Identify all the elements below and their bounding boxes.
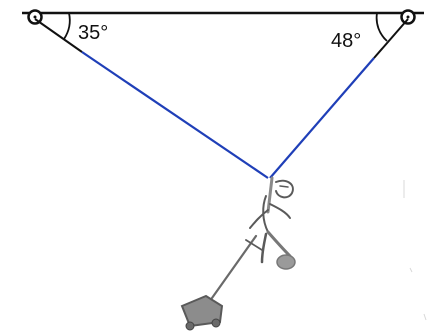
left-rope-upper <box>34 18 83 53</box>
scan-artifacts <box>403 180 427 321</box>
right-angle-label: 48° <box>331 30 361 52</box>
hanging-figure <box>180 176 296 331</box>
right-rope-upper <box>373 18 409 59</box>
left-angle-arc <box>63 12 71 40</box>
left-rope <box>81 51 269 179</box>
right-rope <box>269 57 375 179</box>
left-angle-label: 35° <box>78 22 108 44</box>
right-pulley-icon <box>400 9 416 25</box>
right-angle-arc <box>375 12 388 42</box>
